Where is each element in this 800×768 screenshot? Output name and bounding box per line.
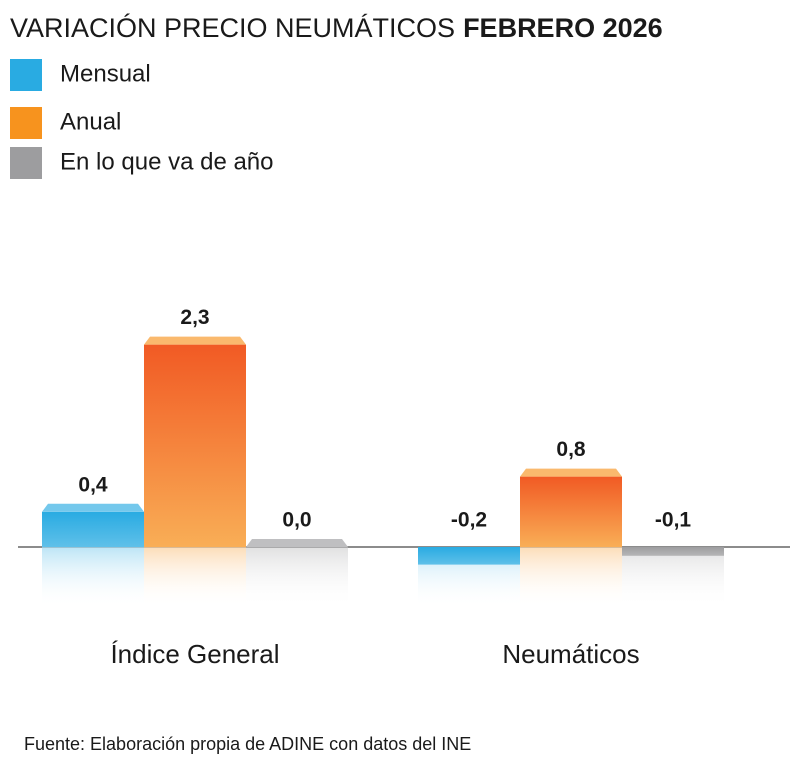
value-label: -0,1 xyxy=(655,509,692,532)
value-label: 0,8 xyxy=(556,438,586,461)
bar-cap xyxy=(520,468,622,477)
bar xyxy=(622,547,724,556)
legend-swatch xyxy=(10,107,42,139)
title-bold: FEBRERO 2026 xyxy=(463,13,663,43)
bar-reflection xyxy=(246,547,348,607)
bar-reflection xyxy=(520,547,622,607)
value-label: 0,0 xyxy=(282,509,311,532)
legend-label: Mensual xyxy=(60,60,151,87)
bar-reflection xyxy=(42,547,144,607)
legend-label: Anual xyxy=(60,108,121,135)
bar xyxy=(520,476,622,547)
bar-cap xyxy=(144,336,246,345)
title-text: VARIACIÓN PRECIO NEUMÁTICOS xyxy=(10,12,455,43)
x-tick-label: Neumáticos xyxy=(502,639,639,669)
bar-cap xyxy=(246,539,348,547)
chart-title: VARIACIÓN PRECIO NEUMÁTICOS FEBRERO 2026 xyxy=(10,12,663,43)
bar-cap xyxy=(42,503,144,512)
bar-reflection xyxy=(144,547,246,607)
bar-reflection xyxy=(622,547,724,607)
legend-swatch xyxy=(10,147,42,179)
bar xyxy=(418,547,520,565)
legend-label: En lo que va de año xyxy=(60,148,274,175)
bar xyxy=(144,344,246,547)
x-tick-label: Índice General xyxy=(110,639,279,669)
source: Fuente: Elaboración propia de ADINE con … xyxy=(24,734,471,754)
bar xyxy=(246,547,348,548)
value-label: -0,2 xyxy=(451,509,487,532)
value-label: 0,4 xyxy=(78,473,108,496)
value-label: 2,3 xyxy=(180,306,209,329)
bar xyxy=(42,511,144,547)
legend-swatch xyxy=(10,59,42,91)
